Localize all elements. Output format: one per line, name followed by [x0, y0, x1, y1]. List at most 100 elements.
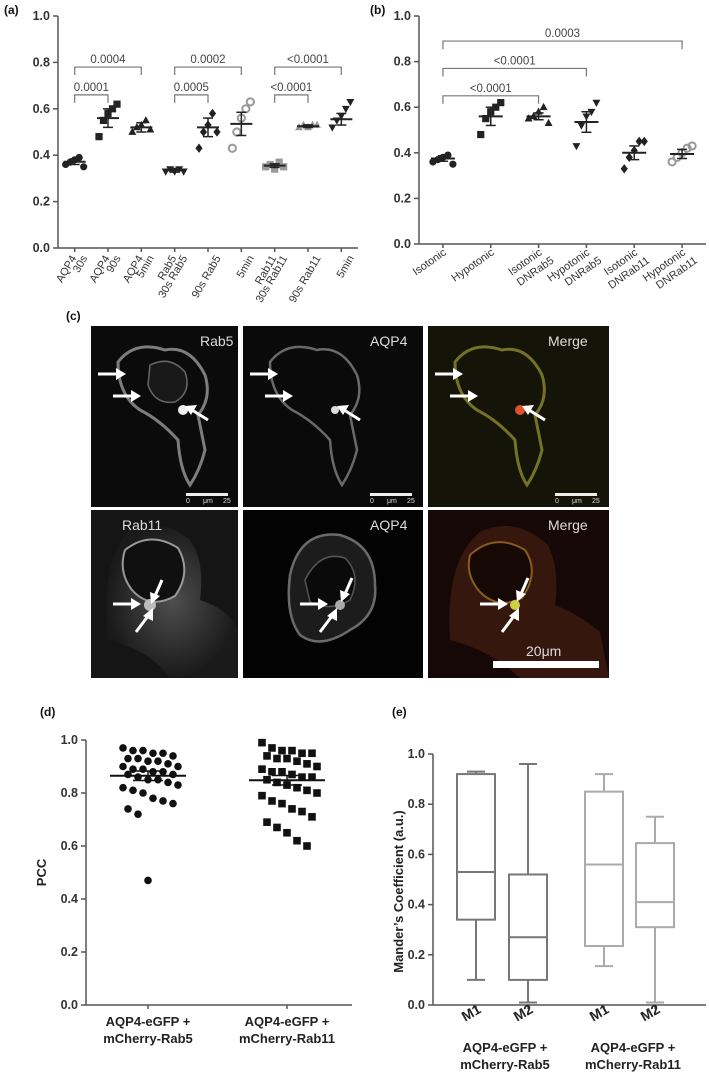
y-tick-label: 0.6: [408, 847, 425, 861]
tile-rab5: Rab5 0 μm 25: [91, 326, 238, 507]
micrograph-panel: Rab5 0 μm 25 AQP4 0 μm 25 Merge: [91, 326, 609, 678]
p-value-label: 0.0001: [74, 82, 109, 94]
p-value-label: <0.0001: [287, 54, 329, 66]
data-point: [328, 124, 337, 132]
data-point: [141, 116, 150, 124]
tile-label-merge-2: Merge: [548, 517, 588, 533]
box-iqr: [635, 842, 675, 929]
data-point: [298, 773, 306, 781]
data-point: [263, 818, 271, 826]
p-value-label: 0.0002: [190, 54, 225, 66]
y-tick-label: 0.4: [394, 146, 411, 160]
data-point: [635, 136, 643, 147]
y-tick-label: 0.0: [394, 237, 411, 251]
data-point: [288, 805, 296, 813]
scale-unit: μm: [572, 498, 582, 505]
x-tick-label: 90s: [104, 253, 124, 275]
data-point: [149, 768, 157, 776]
data-point: [139, 789, 147, 797]
data-point: [154, 757, 162, 765]
scale-bar-small: [186, 493, 228, 496]
data-point: [346, 98, 355, 107]
box-0: [456, 770, 496, 981]
data-point: [341, 105, 350, 114]
x-tick-label: mCherry-Rab5: [103, 1031, 193, 1046]
data-point: [271, 165, 279, 173]
data-point: [124, 754, 132, 763]
arrow-icon: [500, 608, 519, 633]
arrow-icon: [318, 608, 337, 633]
bracket-line: [274, 66, 342, 76]
data-point: [280, 163, 288, 171]
bracket-line: [274, 94, 309, 103]
group-label: AQP4-eGFP +: [463, 1040, 548, 1055]
arrow-icon: [480, 598, 508, 610]
significance-bracket: <0.0001: [442, 55, 588, 77]
series-7: [295, 120, 321, 131]
data-point: [539, 102, 548, 111]
chart-a: 0.0 0.2 0.4 0.6 0.8 1.0 0.0001 0.0004 0.0005 0.00…: [33, 9, 358, 305]
x-tick-label: M2: [511, 1001, 536, 1025]
scale-bar-20um: [493, 661, 599, 668]
data-point: [119, 762, 127, 771]
series-2: [524, 102, 553, 127]
arrow-icon: [435, 368, 463, 380]
arrow-icon: [522, 405, 546, 422]
x-tick-label: 30s: [71, 253, 91, 275]
data-point: [303, 760, 311, 768]
chart-d: 0.0 0.2 0.4 0.6 0.8 1.0 PCC AQP4-eGFP + mCherry-…: [34, 733, 352, 1046]
y-tick-label: 0.8: [33, 55, 50, 69]
chart-b: 0.0 0.2 0.4 0.6 0.8 1.0 <0.0001 <0.0001 0.0003 Is…: [394, 9, 706, 292]
data-point: [128, 127, 137, 135]
data-point: [159, 749, 167, 758]
box-iqr: [456, 773, 496, 921]
data-point: [124, 805, 132, 813]
p-value-label: <0.0001: [270, 82, 312, 94]
data-point: [687, 141, 697, 151]
arrow-icon: [450, 390, 478, 402]
x-tick-label: 5min: [235, 254, 257, 281]
data-point: [164, 778, 172, 787]
x-tick-label: AQP4-eGFP +: [245, 1014, 330, 1029]
x-tick-label: AQP4-eGFP +: [106, 1014, 191, 1029]
significance-bracket: 0.0005: [174, 82, 209, 103]
arrow-icon: [150, 579, 164, 604]
data-point: [164, 760, 172, 768]
series-5: [227, 97, 255, 153]
data-point: [149, 749, 157, 758]
series-5: [667, 141, 697, 167]
data-point: [303, 842, 311, 850]
data-point: [169, 752, 177, 760]
box-1: [508, 763, 548, 1004]
data-point: [159, 797, 167, 805]
data-point: [273, 754, 281, 763]
data-point: [268, 744, 276, 752]
y-tick-label: 0.0: [408, 998, 425, 1012]
data-point: [95, 133, 103, 141]
box-3: [635, 815, 675, 1004]
data-point: [245, 97, 255, 107]
scale-bar-small: [555, 493, 597, 496]
data-point: [577, 122, 586, 130]
data-point: [124, 770, 132, 779]
p-value-label: 0.0005: [174, 82, 209, 94]
data-point: [213, 127, 221, 137]
significance-bracket: 0.0004: [74, 54, 142, 76]
data-point: [313, 789, 321, 797]
y-tick-label: 0.2: [394, 191, 411, 205]
x-tick-label: 90s Rab5: [190, 254, 224, 301]
data-point: [278, 768, 286, 776]
box-iqr: [584, 790, 624, 948]
tile-label-aqp4-1: AQP4: [370, 333, 408, 349]
data-point: [293, 836, 301, 845]
data-point: [149, 794, 157, 803]
data-point: [667, 157, 677, 167]
p-value-label: 0.0004: [90, 54, 126, 66]
y-tick-label: 0.6: [394, 100, 411, 114]
arrow-icon: [265, 390, 293, 402]
data-point: [268, 768, 276, 776]
y-tick-label: 1.0: [33, 9, 50, 23]
data-point: [477, 130, 485, 139]
x-tick-label: mCherry-Rab11: [239, 1031, 335, 1046]
series-1: [95, 100, 121, 141]
